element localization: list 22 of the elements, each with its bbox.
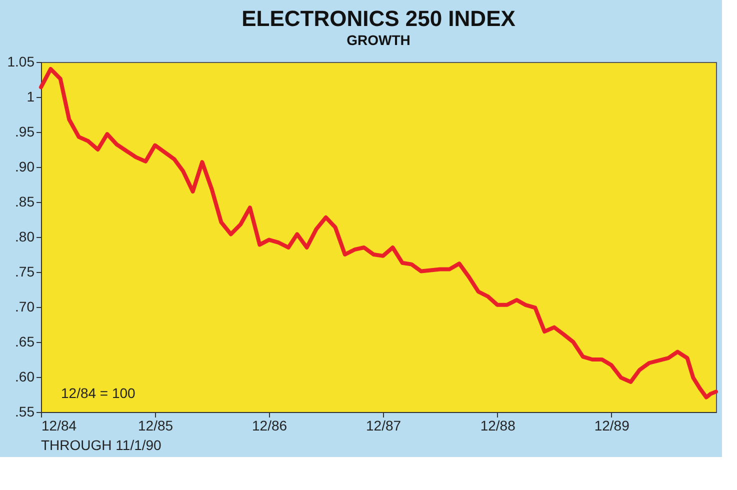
y-tick-label: .85 [15, 194, 35, 210]
y-tick-label: .80 [15, 228, 35, 244]
chart-subtitle: GROWTH [346, 32, 410, 48]
y-tick-label: .55 [15, 404, 35, 420]
x-tick-label: 12/89 [594, 418, 630, 434]
y-tick-label: .75 [15, 264, 35, 280]
y-tick-label: .90 [15, 158, 35, 174]
x-tick-label: 12/86 [252, 418, 288, 434]
y-tick-label: 1.05 [7, 54, 35, 70]
line-series [39, 67, 718, 400]
x-tick-label: 12/85 [138, 418, 174, 434]
chart-title: ELECTRONICS 250 INDEX [242, 6, 516, 31]
annotation: 12/84 = 100 [61, 385, 136, 401]
y-tick-label: .60 [15, 368, 35, 384]
text: THROUGH 11/1/90 [41, 437, 162, 453]
y-tick-label: .95 [15, 124, 35, 140]
y-tick-label: .70 [15, 298, 35, 314]
y-tick-label: .65 [15, 334, 35, 350]
x-tick-label: 12/87 [366, 418, 402, 434]
y-tick-label: 1 [26, 88, 35, 104]
x-tick-label: 12/88 [480, 418, 516, 434]
x-tick-label: 12/84 [42, 418, 77, 434]
